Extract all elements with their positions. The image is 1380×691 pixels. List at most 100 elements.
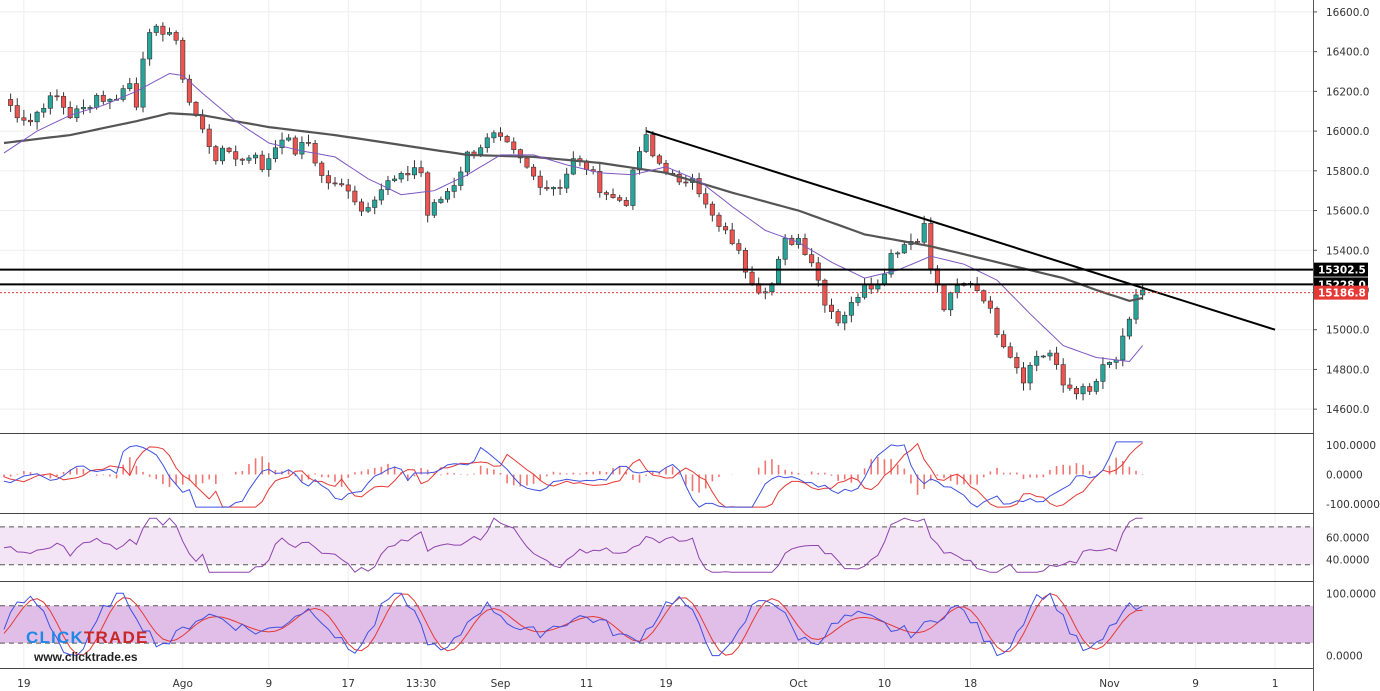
candle-body [915,241,921,243]
rsi-tick-label: 60.0000 [1326,533,1369,545]
candle-body [133,83,139,108]
stochastic-tick-label: 0.0000 [1326,651,1363,663]
candle-body [683,181,689,184]
candle-body [921,223,927,243]
candle-body [974,284,980,291]
candle-body [213,146,219,162]
candle-body [855,297,861,303]
candle-body [279,139,285,149]
candle-body [319,162,325,176]
candle-body [729,229,735,244]
stochastic-d-line [3,592,1143,656]
candle-body [504,136,510,143]
time-tick-label: 10 [878,678,891,690]
stochastic-band [0,605,1313,644]
moving-average-long [3,112,1143,303]
price-tick-label: 15000.0 [1326,325,1369,337]
candle-body [21,117,27,121]
candle-body [564,173,570,189]
candle-body [127,83,133,89]
candle-body [339,183,345,186]
candle-body [153,25,159,33]
candle-body [696,178,702,195]
candle-body [272,147,278,159]
candle-body [451,185,457,192]
rsi-tick-label: 40.0000 [1326,554,1369,566]
candle-body [147,32,153,60]
candle-body [34,111,40,123]
resistance-upper-label: 15302.5 [1318,265,1366,277]
candle-body [630,169,636,206]
candle-body [835,311,841,324]
price-tick-label: 15400.0 [1326,245,1369,257]
candle-body [1040,355,1046,358]
candle-body [888,253,894,275]
candle-body [742,249,748,273]
price-tick-label: 16200.0 [1326,86,1369,98]
candle-body [233,151,239,160]
candle-body [167,32,173,35]
candle-body [544,187,550,190]
candle-body [782,237,788,260]
candle-body [306,142,312,144]
time-tick-label: 19 [17,678,30,690]
candle-body [491,132,497,139]
candle-body [994,307,1000,335]
candle-body [881,273,887,285]
price-tick-label: 16400.0 [1326,47,1369,59]
candle-body [1020,367,1026,384]
last-price-label: 15186.8 [1318,288,1366,300]
candle-body [80,107,86,110]
candle-body [8,99,14,106]
candle-body [848,302,854,316]
candle-body [1133,294,1139,320]
candle-body [789,237,795,245]
candle-body [239,158,245,161]
candle-body [1027,364,1033,384]
candle-body [299,142,305,155]
resistance-upper-label-bg [1314,262,1368,277]
candle-body [445,191,451,200]
candle-body [809,254,815,264]
candle-body [405,173,411,176]
candle-body [736,243,742,251]
candle-body [286,137,292,141]
candle-body [1087,386,1093,392]
candle-body [954,285,960,294]
candle-body [47,95,53,109]
candle-body [842,314,848,324]
candle-body [186,78,192,103]
candle-body [14,105,20,119]
candle-body [392,178,398,181]
candle-body [61,95,67,108]
candle-body [557,187,563,189]
candle-body [901,244,907,254]
watermark-logo: CLICKTRADE www.clicktrade.es [26,628,147,664]
signal-line [3,442,1143,508]
candle-body [537,175,543,188]
price-tick-label: 15800.0 [1326,166,1369,178]
rsi-band [0,526,1313,565]
candle-body [385,180,391,191]
time-tick-label: 1 [1272,678,1279,690]
time-tick-label: 11 [580,678,593,690]
candle-body [140,58,146,108]
candle-body [200,115,206,130]
candle-body [749,271,755,284]
candle-body [87,107,93,109]
candle-body [292,137,298,155]
time-tick-label: 13:30 [406,678,436,690]
macd-line [3,441,1143,508]
price-tick-label: 14600.0 [1326,404,1369,416]
candle-body [345,184,351,192]
candle-body [219,147,225,162]
candle-body [656,155,662,164]
candle-body [637,151,643,171]
candle-body [332,182,338,185]
candle-body [1054,352,1060,365]
moving-average-short [3,72,1143,363]
candle-body [173,32,179,41]
candle-body [418,167,424,174]
candle-body [246,157,252,161]
